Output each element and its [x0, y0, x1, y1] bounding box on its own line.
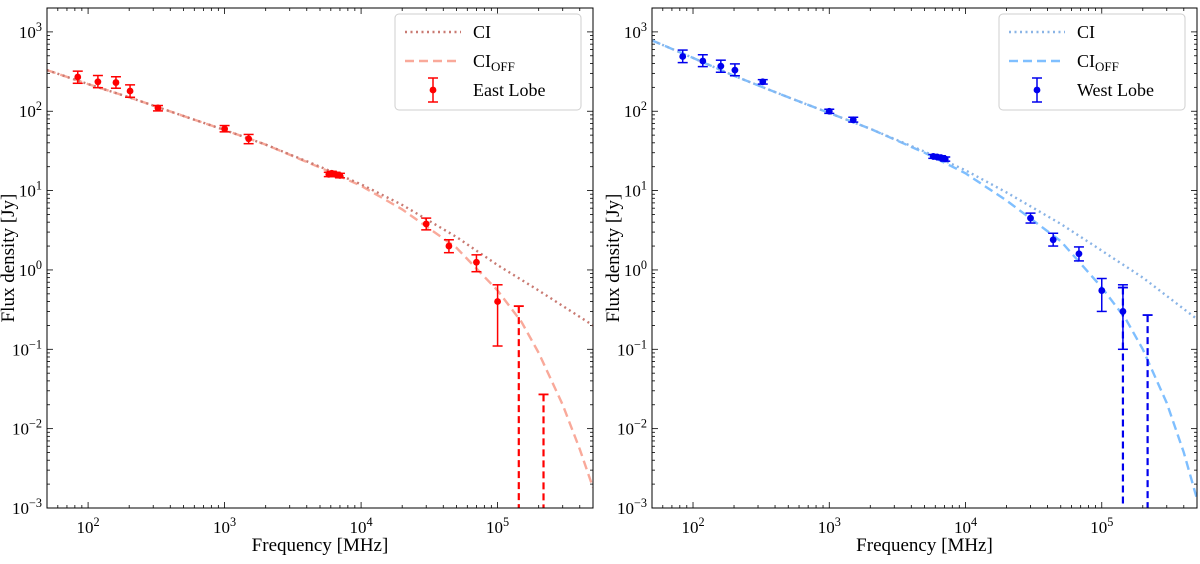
legend-label: CI — [1077, 22, 1095, 42]
plot-area — [47, 68, 593, 508]
y-tick-label: 100 — [624, 258, 647, 280]
legend-label: CIOFF — [473, 51, 515, 74]
data-point — [336, 172, 344, 179]
data-point — [473, 258, 480, 266]
y-axis-label: Flux density [Jy] — [603, 194, 624, 323]
data-point — [1119, 308, 1127, 315]
data-point — [74, 73, 82, 81]
y-tick-label: 10−2 — [617, 417, 647, 439]
y-tick-label: 102 — [19, 99, 42, 121]
data-point — [94, 78, 102, 86]
data-point — [126, 87, 134, 95]
plot-frame — [651, 7, 1198, 509]
data-point — [422, 220, 430, 228]
data-point — [731, 66, 739, 74]
y-tick-label: 103 — [19, 20, 42, 42]
data-point — [1075, 250, 1083, 258]
y-tick-label: 10−3 — [12, 496, 42, 518]
x-tick-label: 103 — [213, 515, 236, 537]
x-tick-label: 102 — [681, 515, 704, 537]
y-tick-label: 101 — [19, 179, 42, 201]
legend-box — [394, 13, 582, 111]
data-point — [112, 79, 120, 86]
data-point — [494, 298, 501, 305]
y-tick-label: 102 — [624, 99, 647, 121]
data-point — [679, 53, 687, 60]
x-tick-label: 105 — [486, 515, 509, 537]
y-axis-label: Flux density [Jy] — [0, 194, 19, 323]
data-point — [825, 107, 833, 115]
legend-label: West Lobe — [1077, 80, 1154, 100]
legend-label: CIOFF — [1077, 51, 1119, 74]
y-tick-label: 100 — [19, 258, 42, 280]
data-point — [445, 242, 453, 250]
data-point — [759, 78, 767, 86]
legend: CI CIOFF East Lobe — [394, 13, 582, 111]
x-tick-label: 102 — [77, 515, 100, 537]
data-point — [221, 125, 228, 133]
x-tick-label: 103 — [818, 515, 841, 537]
y-tick-label: 101 — [624, 179, 647, 201]
data-point — [717, 62, 725, 70]
data-point — [699, 57, 707, 65]
data-point — [154, 104, 162, 112]
data-point — [941, 155, 949, 163]
legend-box — [998, 13, 1186, 111]
plot-frame — [46, 7, 594, 509]
data-point — [1049, 236, 1057, 244]
y-tick-label: 10−1 — [617, 337, 647, 359]
data-point — [245, 135, 253, 143]
y-tick-label: 10−3 — [617, 496, 647, 518]
x-tick-label: 104 — [954, 515, 977, 537]
legend-label: East Lobe — [473, 80, 545, 100]
west-lobe-panel: 102 103 104 105 103 102 101 100 10−1 10−2 10−3 Freq… — [603, 7, 1198, 556]
x-tick-label: 104 — [350, 515, 373, 537]
east-lobe-panel: 102 103 104 105 103 102 101 100 10−1 10−2 10−3 Freq… — [0, 7, 594, 556]
y-tick-label: 103 — [624, 20, 647, 42]
data-point — [849, 116, 857, 124]
legend: CI CIOFF West Lobe — [998, 13, 1186, 111]
data-point — [1027, 214, 1034, 222]
x-axis-label: Frequency [MHz] — [252, 535, 389, 556]
plot-area — [652, 39, 1197, 508]
y-tick-label: 10−2 — [12, 417, 42, 439]
x-axis-label: Frequency [MHz] — [856, 535, 993, 556]
y-tick-label: 10−1 — [12, 337, 42, 359]
x-tick-label: 105 — [1090, 515, 1113, 537]
data-point — [1098, 287, 1106, 294]
legend-marker — [429, 86, 437, 94]
ci-off-model-line — [652, 39, 1197, 500]
legend-marker — [1033, 86, 1041, 94]
legend-label: CI — [473, 22, 491, 42]
ci-off-model-line — [47, 68, 593, 489]
